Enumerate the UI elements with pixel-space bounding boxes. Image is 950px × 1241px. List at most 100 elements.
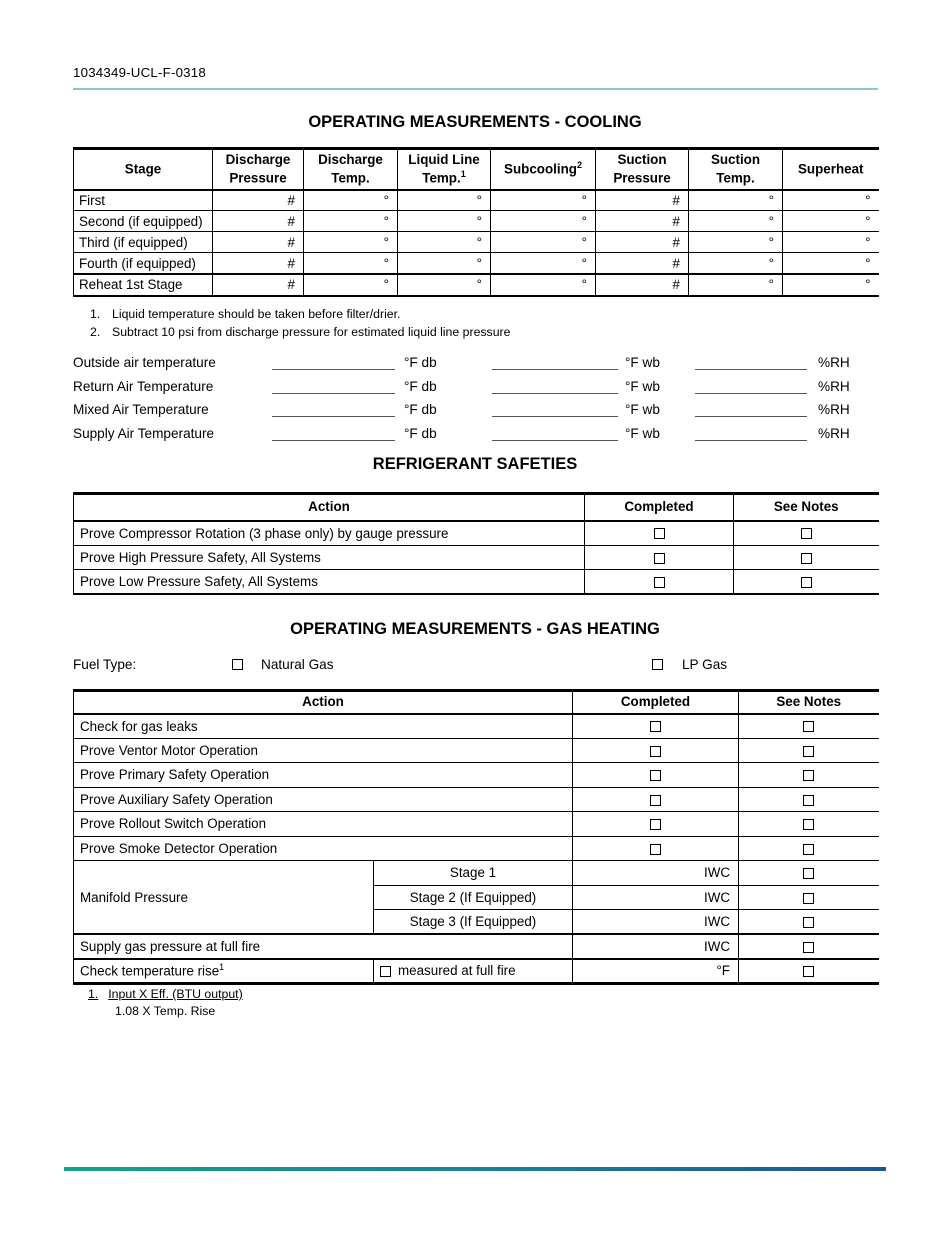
see-notes-cell [738, 811, 879, 836]
fill-in-cell[interactable]: ° [397, 231, 491, 253]
fill-in-cell[interactable]: ° [782, 252, 879, 274]
fill-in-cell[interactable]: ° [782, 231, 879, 253]
fill-in-cell[interactable]: # [212, 272, 304, 296]
fill-in-line[interactable] [695, 403, 807, 418]
fill-in-cell[interactable]: ° [490, 252, 596, 274]
fill-in-line[interactable] [272, 403, 395, 418]
fill-in-cell[interactable]: ° [688, 252, 783, 274]
checkbox[interactable] [650, 721, 661, 733]
checkbox[interactable] [650, 843, 661, 855]
temp-fill-in-cell[interactable]: °F [572, 957, 739, 983]
unit-label: °F db [404, 355, 437, 371]
checkbox[interactable] [653, 528, 665, 540]
checkbox[interactable] [650, 745, 661, 757]
checkbox[interactable] [803, 843, 815, 855]
fill-in-cell[interactable]: ° [303, 210, 398, 232]
checkbox[interactable] [803, 794, 815, 806]
checkbox[interactable] [653, 576, 665, 588]
fill-in-cell[interactable]: ° [303, 231, 398, 253]
see-notes-cell [733, 520, 879, 545]
document-number: 1034349-UCL-F-0318 [73, 65, 206, 80]
fill-in-cell[interactable]: # [595, 210, 689, 232]
fill-in-cell[interactable]: ° [490, 272, 596, 296]
iwc-fill-in-cell[interactable]: IWC [572, 933, 739, 959]
unit-label: °F wb [625, 378, 660, 394]
cooling-footnotes: 1. Liquid temperature should be taken bef… [90, 306, 510, 341]
checkbox[interactable] [650, 819, 661, 831]
fill-in-line[interactable] [492, 380, 618, 394]
checkbox[interactable] [803, 916, 815, 928]
fill-in-cell[interactable]: ° [397, 252, 491, 274]
air-measurement-row: Supply Air Temperature °F db °F wb %RH [73, 417, 878, 441]
fill-in-cell[interactable]: ° [397, 272, 491, 296]
fill-in-line[interactable] [492, 427, 618, 441]
col-header-see-notes: See Notes [733, 493, 879, 522]
fill-in-cell[interactable]: # [212, 189, 304, 211]
fill-in-line[interactable] [695, 380, 807, 394]
checkbox[interactable] [800, 576, 812, 588]
fill-in-cell[interactable]: ° [782, 189, 879, 211]
fill-in-cell[interactable]: # [595, 189, 689, 211]
fill-in-cell[interactable]: ° [303, 189, 398, 211]
footnote-1: 1. Liquid temperature should be taken bef… [90, 307, 401, 321]
fill-in-cell[interactable]: ° [303, 252, 398, 274]
table-row: Reheat 1st Stage # ° ° ° # ° ° [73, 272, 879, 296]
footnote-2: 2. Subtract 10 psi from discharge pressur… [90, 324, 511, 339]
fill-in-cell[interactable]: ° [782, 272, 879, 296]
checkbox[interactable] [800, 528, 812, 540]
fill-in-cell[interactable]: # [212, 231, 304, 253]
fill-in-cell[interactable]: # [212, 210, 304, 232]
checkbox[interactable] [803, 941, 815, 953]
checkbox[interactable] [653, 552, 665, 564]
fill-in-cell[interactable]: ° [688, 189, 783, 211]
checkbox[interactable] [803, 721, 815, 733]
fill-in-line[interactable] [492, 403, 618, 418]
fill-in-line[interactable] [272, 380, 395, 394]
air-row-label: Return Air Temperature [73, 378, 214, 394]
table-row: Prove Compressor Rotation (3 phase only)… [73, 520, 879, 545]
lp-gas-checkbox[interactable] [652, 659, 663, 670]
checkbox[interactable] [803, 868, 815, 880]
see-notes-cell [738, 933, 879, 959]
table-row: Fourth (if equipped) # ° ° ° # ° ° [73, 252, 879, 274]
checkbox[interactable] [650, 794, 661, 806]
fill-in-line[interactable] [695, 356, 807, 371]
fill-in-cell[interactable]: ° [688, 272, 783, 296]
fill-in-line[interactable] [492, 356, 618, 371]
fill-in-cell[interactable]: ° [688, 210, 783, 232]
checkbox[interactable] [803, 770, 815, 782]
fill-in-cell[interactable]: ° [303, 272, 398, 296]
air-temperature-section: Outside air temperature °F db °F wb %RH … [73, 347, 878, 441]
checkbox[interactable] [803, 892, 815, 904]
fill-in-cell[interactable]: ° [490, 189, 596, 211]
fill-in-cell[interactable]: ° [397, 210, 491, 232]
checkbox[interactable] [803, 819, 815, 831]
gas-heating-section-title: OPERATING MEASUREMENTS - GAS HEATING [290, 620, 660, 638]
action-label: Prove High Pressure Safety, All Systems [73, 544, 585, 570]
fill-in-cell[interactable]: # [595, 272, 689, 296]
iwc-fill-in-cell[interactable]: IWC [572, 884, 739, 910]
fill-in-cell[interactable]: # [212, 252, 304, 274]
checkbox[interactable] [650, 770, 661, 782]
fill-in-line[interactable] [272, 427, 395, 441]
checkbox[interactable] [803, 965, 815, 977]
checkbox[interactable] [800, 552, 812, 564]
fill-in-cell[interactable]: ° [490, 210, 596, 232]
fill-in-cell[interactable]: # [595, 252, 689, 274]
unit-label: °F wb [625, 425, 660, 441]
measured-checkbox[interactable] [380, 965, 391, 977]
fill-in-cell[interactable]: ° [782, 210, 879, 232]
iwc-fill-in-cell[interactable]: IWC [572, 909, 739, 934]
table-row: Third (if equipped) # ° ° ° # ° ° [73, 231, 879, 253]
fill-in-line[interactable] [695, 427, 807, 441]
iwc-fill-in-cell[interactable]: IWC [572, 860, 739, 885]
fill-in-cell[interactable]: ° [688, 231, 783, 253]
natural-gas-checkbox[interactable] [232, 659, 243, 670]
refrigerant-header-row: Action Completed See Notes [73, 493, 879, 522]
fill-in-cell[interactable]: ° [490, 231, 596, 253]
checkbox[interactable] [803, 745, 815, 757]
col-header-subcooling: Subcooling2 [490, 148, 596, 191]
fill-in-line[interactable] [272, 356, 395, 371]
fill-in-cell[interactable]: # [595, 231, 689, 253]
fill-in-cell[interactable]: ° [397, 189, 491, 211]
